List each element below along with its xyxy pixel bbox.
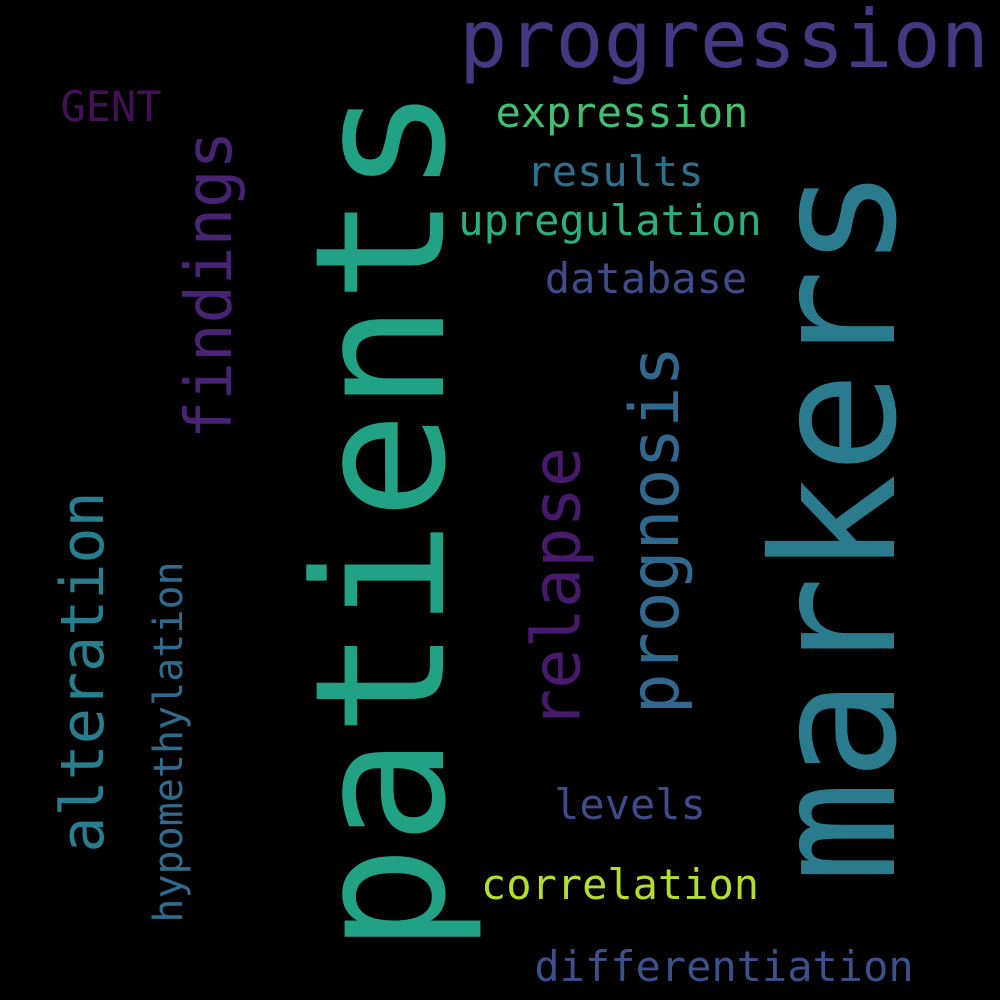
word-correlation: correlation <box>480 860 760 909</box>
word-markers: markers <box>737 166 935 884</box>
word-levels: levels <box>554 780 706 829</box>
word-prognosis: prognosis <box>616 345 695 715</box>
word-database: database <box>544 254 748 303</box>
word-relapse: relapse <box>517 446 596 730</box>
word-results: results <box>526 147 704 196</box>
word-findings: findings <box>173 130 247 440</box>
word-GENT: GENT <box>60 82 162 131</box>
word-progression: progression <box>459 0 989 86</box>
word-expression: expression <box>495 88 749 137</box>
word-upregulation: upregulation <box>458 196 762 245</box>
word-alteration: alteration <box>48 491 118 853</box>
word-hypomethylation: hypomethylation <box>146 561 192 923</box>
word-differentiation: differentiation <box>534 942 914 991</box>
word-patients: patients <box>277 86 486 954</box>
